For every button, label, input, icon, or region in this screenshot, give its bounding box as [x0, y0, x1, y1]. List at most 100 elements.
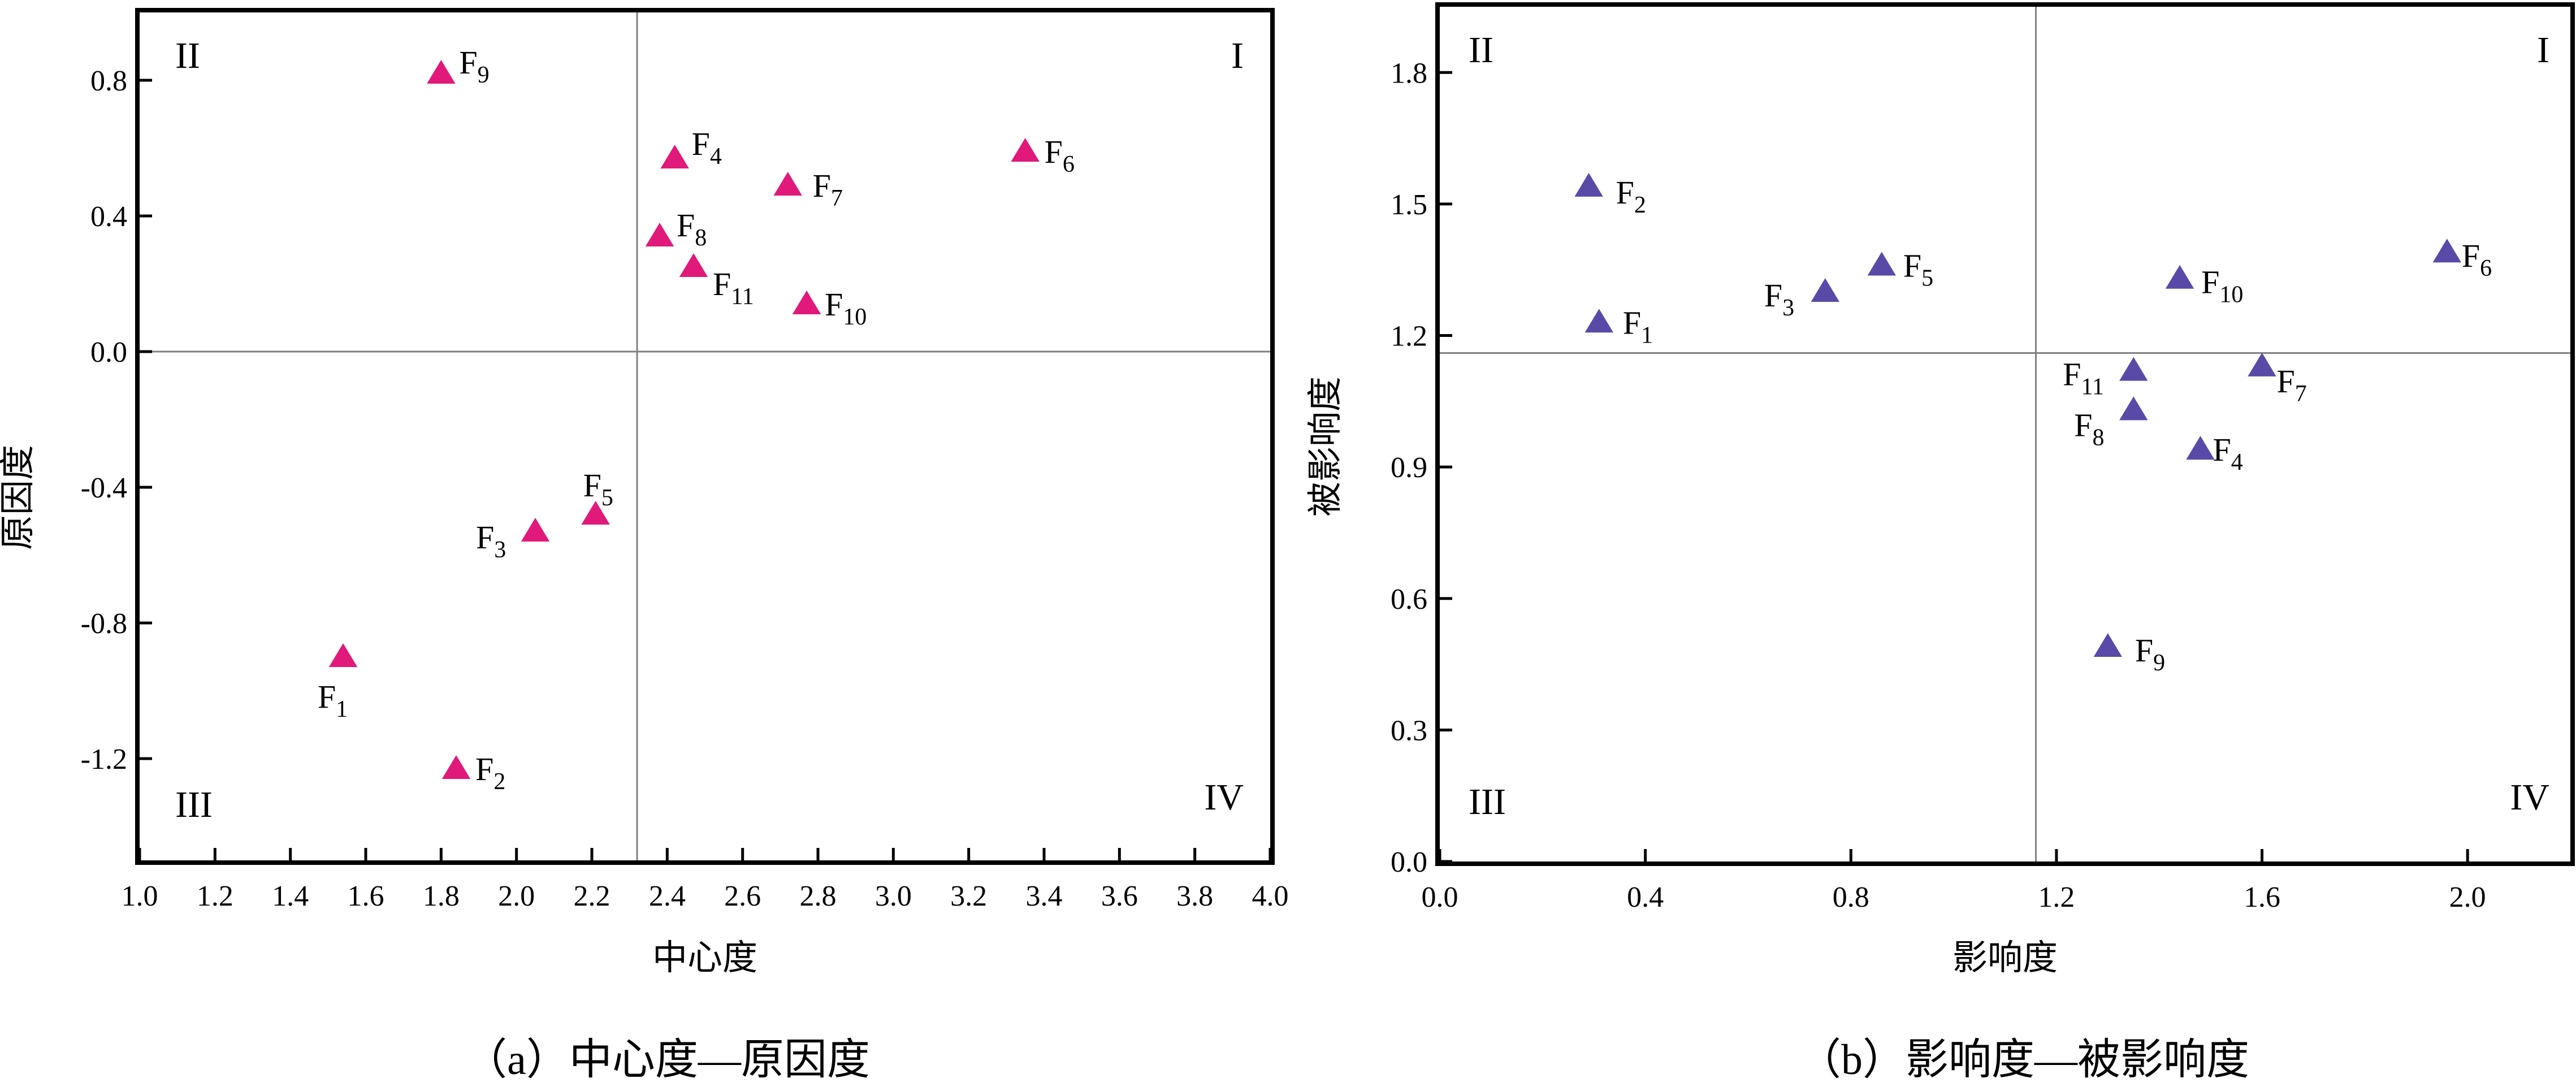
chart-a-point-F10: [792, 291, 821, 314]
chart-a-point-F6: [1011, 138, 1040, 162]
chart-a-point-F2: [441, 755, 471, 779]
chart-b-frame: [1435, 2, 2575, 866]
chart-b-point-label-F10: F10: [2201, 264, 2243, 308]
chart-a-point-F3: [521, 518, 550, 542]
chart-b-point-label-F1: F1: [1623, 304, 1653, 348]
x-tick-label: 2.0: [498, 880, 535, 912]
x-tick-label: 1.2: [2038, 881, 2075, 914]
chart-a-y-axis-label: 原因度: [0, 445, 37, 550]
y-tick-label: 0.8: [90, 65, 127, 97]
x-tick-label: 0.4: [1627, 881, 1664, 914]
chart-b-ticks: 0.0 0.4 0.8 1.2 1.6 2.0 1.8 1.5 1.2 0.9 0.6 0.3 0.0: [1391, 57, 2486, 914]
chart-b-point-F2: [1574, 172, 1603, 197]
chart-b-gridlines: [1440, 7, 2570, 861]
x-tick-label: 2.6: [724, 880, 761, 912]
chart-b-y-axis-label: 被影响度: [1306, 376, 1345, 517]
chart-a-quadrant-IV: IV: [1204, 777, 1244, 818]
chart-a-points: F1 F2 F3 F4 F5 F6 F7 F8 F9 F10 F11: [318, 44, 1075, 795]
chart-a-quadrant-III: III: [175, 784, 213, 825]
y-tick-label: 0.3: [1391, 715, 1427, 747]
chart-b-point-F10: [2165, 265, 2194, 289]
chart-b-point-F8: [2119, 396, 2148, 421]
chart-a-point-label-F2: F2: [475, 751, 505, 795]
chart-a-point-F8: [645, 223, 674, 246]
y-tick-label: 0.0: [1391, 846, 1427, 878]
chart-b-point-F3: [1811, 278, 1840, 302]
x-tick-label: 3.8: [1176, 880, 1213, 912]
chart-b-point-label-F2: F2: [1616, 174, 1646, 218]
chart-a-point-F1: [328, 643, 358, 667]
chart-b-point-label-F8: F8: [2074, 406, 2104, 451]
chart-a-point-F4: [660, 145, 689, 168]
x-tick-label: 0.8: [1833, 881, 1869, 914]
x-tick-label: 4.0: [1252, 880, 1289, 912]
chart-b-x-axis-label: 影响度: [1952, 939, 2058, 977]
x-tick-label: 1.8: [423, 880, 460, 912]
chart-a-quadrant-II: II: [175, 35, 200, 76]
chart-b-point-F9: [2093, 633, 2123, 657]
x-tick-label: 0.0: [1422, 881, 1458, 914]
chart-a-frame: [135, 8, 1275, 865]
chart-b-quadrant-I: I: [2537, 29, 2549, 71]
chart-a-ticks: 1.0 1.2 1.4 1.6 1.8 2.0 2.2 2.4 2.6 2.8 3.0 3.2 3.4 3…: [81, 65, 1289, 912]
chart-a-point-F5: [581, 501, 610, 525]
chart-a-point-label-F1: F1: [318, 678, 348, 722]
chart-a-point-label-F8: F8: [677, 207, 707, 251]
chart-b-point-label-F5: F5: [1903, 247, 1933, 291]
x-tick-label: 3.4: [1026, 880, 1063, 912]
x-tick-label: 3.0: [875, 880, 912, 912]
chart-a-point-F9: [427, 60, 456, 84]
chart-b-point-F7: [2248, 352, 2276, 376]
chart-a-point-F7: [773, 172, 802, 196]
chart-b-quadrant-IV: IV: [2510, 777, 2549, 818]
y-tick-label: 1.2: [1391, 321, 1427, 353]
y-tick-label: -0.8: [81, 608, 127, 640]
chart-b-caption: （b）影响度—被影响度: [1798, 1036, 2249, 1084]
chart-a-point-label-F5: F5: [583, 467, 613, 511]
chart-b-point-F4: [2186, 436, 2215, 460]
chart-a-point-label-F10: F10: [825, 286, 867, 330]
chart-b-point-label-F11: F11: [2063, 356, 2104, 400]
chart-b-quadrant-II: II: [1469, 29, 1493, 71]
x-tick-label: 1.0: [122, 880, 158, 912]
chart-b-point-label-F4: F4: [2213, 431, 2242, 475]
x-tick-label: 3.2: [950, 880, 987, 912]
chart-b-point-F6: [2432, 239, 2462, 263]
chart-a-gridlines: [140, 12, 1270, 860]
chart-a-point-label-F4: F4: [692, 125, 722, 170]
chart-b-point-label-F3: F3: [1764, 277, 1794, 321]
chart-a-point-label-F6: F6: [1045, 133, 1075, 177]
x-tick-label: 2.0: [2449, 881, 2486, 914]
y-tick-label: 1.5: [1391, 189, 1427, 221]
x-tick-label: 2.4: [649, 880, 686, 912]
x-tick-label: 1.6: [348, 880, 384, 912]
chart-b-point-label-F6: F6: [2462, 237, 2492, 282]
chart-b-quadrant-III: III: [1469, 781, 1506, 822]
y-tick-label: 0.6: [1391, 583, 1427, 616]
y-tick-label: 0.9: [1391, 452, 1427, 484]
chart-b-point-label-F9: F9: [2135, 632, 2165, 676]
chart-b-points: F1 F2 F3 F4 F5 F6 F7 F8 F9 F10 F11: [1574, 172, 2492, 676]
chart-a-point-label-F3: F3: [476, 519, 506, 563]
chart-a-quadrant-labels: I II III IV: [175, 35, 1244, 825]
chart-b-point-F5: [1867, 252, 1897, 276]
chart-b: 0.0 0.4 0.8 1.2 1.6 2.0 1.8 1.5 1.2 0.9 0.6 0.30.0 …: [1306, 2, 2575, 1084]
chart-a-caption: （a）中心度—原因度: [464, 1036, 870, 1084]
x-tick-label: 1.6: [2244, 881, 2280, 914]
x-tick-label: 2.8: [800, 880, 837, 912]
x-tick-label: 2.2: [574, 880, 611, 912]
chart-b-point-F11: [2119, 357, 2148, 381]
y-tick-label: -0.4: [81, 472, 127, 504]
chart-b-point-label-F7: F7: [2277, 363, 2307, 407]
chart-a: 1.0 1.2 1.4 1.6 1.8 2.0 2.2 2.4 2.6 2.8 3.0 3.2 3.4 3…: [0, 8, 1289, 1084]
chart-a-point-label-F11: F11: [713, 266, 754, 310]
chart-b-point-F1: [1584, 309, 1614, 333]
x-tick-label: 1.4: [272, 880, 309, 912]
y-tick-label: 0.4: [90, 201, 127, 233]
y-tick-label: 1.8: [1391, 57, 1427, 89]
y-tick-label: -1.2: [81, 743, 127, 776]
chart-a-point-label-F7: F7: [813, 167, 843, 211]
x-tick-label: 1.2: [197, 880, 233, 912]
chart-b-quadrant-labels: I II III IV: [1469, 29, 2549, 822]
chart-a-quadrant-I: I: [1231, 35, 1244, 76]
